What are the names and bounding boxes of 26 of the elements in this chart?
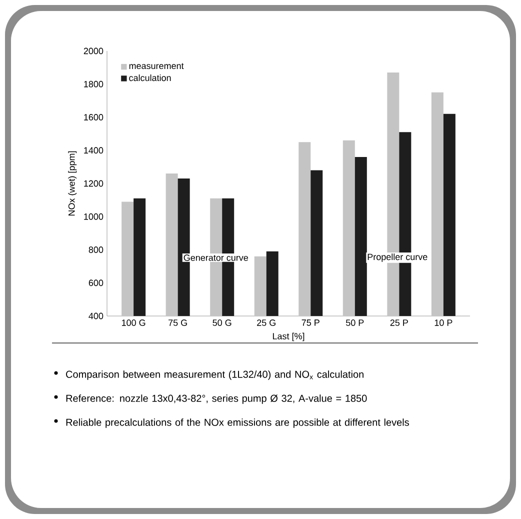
x-tick-label: 25 G <box>257 320 276 326</box>
annotation: Generator curve <box>184 254 248 261</box>
legend-label: calculation <box>129 74 171 82</box>
x-axis-title: Last [%] <box>272 332 304 342</box>
y-tick-label: 1400 <box>84 147 104 154</box>
y-tick-label: 1000 <box>84 213 104 220</box>
y-tick-label: 600 <box>88 280 104 286</box>
x-tick-label: 100 G <box>122 320 146 326</box>
y-tick-label: 800 <box>88 246 104 253</box>
annotation: Propeller curve <box>368 254 428 262</box>
y-tick-label: 1600 <box>84 114 104 120</box>
x-tick-label: 50 P <box>346 320 364 326</box>
x-tick-label: 75 P <box>302 320 320 326</box>
x-tick-label: 50 G <box>212 320 232 326</box>
x-tick-label: 75 G <box>168 320 187 326</box>
y-tick-label: 1200 <box>84 180 104 187</box>
y-tick-label: 400 <box>88 312 104 320</box>
y-tick-label: 2000 <box>84 48 104 54</box>
x-tick-label: 10 P <box>434 320 452 326</box>
text: Reference: nozzle 13x0,43-82°, series pump Ø 32, A-value = 1850 <box>66 394 367 404</box>
legend-label: measurement <box>129 63 184 70</box>
y-axis-title: NOx (wet) [ppm] <box>68 151 77 216</box>
x-tick-label: 25 P <box>390 320 408 326</box>
text: Comparison between measurement (1L32/40) and NO$_{x}$ calculation <box>66 370 364 380</box>
text: Reliable precalculations of the NOx emissions are possible at different levels <box>66 418 409 428</box>
y-tick-label: 1800 <box>84 80 104 88</box>
